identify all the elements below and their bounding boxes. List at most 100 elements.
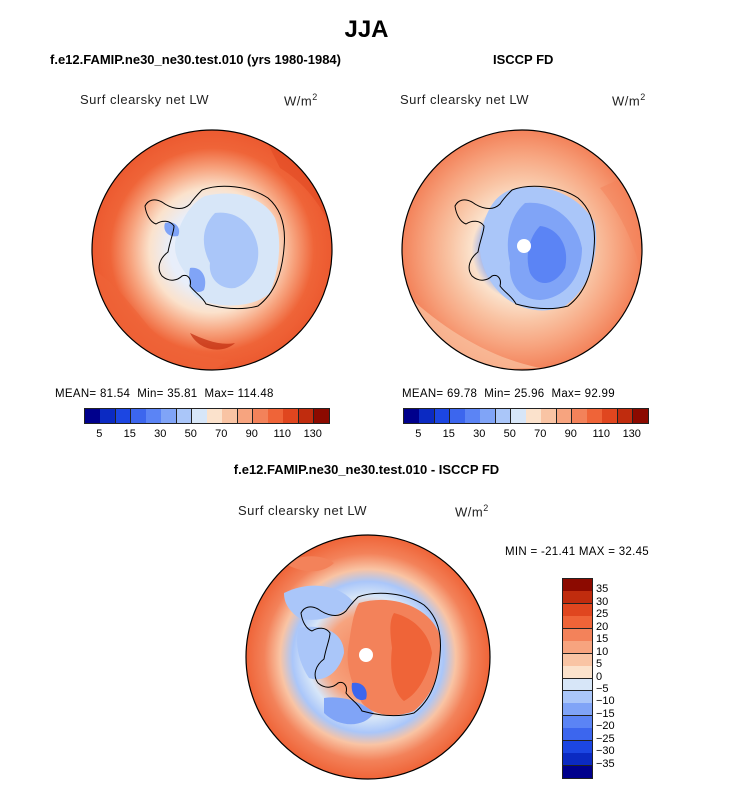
- colorbar-swatch: [563, 666, 592, 679]
- colorbar-swatch: [563, 579, 592, 592]
- colorbar-swatch: [115, 409, 132, 423]
- colorbar-swatch: [404, 409, 420, 423]
- colorbar-tick-label: −30: [596, 745, 615, 758]
- panel-model-colorbar: [84, 408, 330, 424]
- colorbar-tick-label: 25: [596, 608, 609, 621]
- figure-title: JJA: [344, 16, 389, 43]
- colorbar-tick-label: 130: [303, 428, 322, 440]
- colorbar-tick-label: 5: [96, 428, 103, 440]
- colorbar-swatch: [419, 409, 435, 423]
- colorbar-tick-label: 30: [596, 595, 609, 608]
- colorbar-tick-label: 70: [534, 428, 547, 440]
- colorbar-tick-label: 20: [596, 620, 609, 633]
- colorbar-swatch: [298, 409, 315, 423]
- panel-diff-map: [245, 534, 491, 780]
- colorbar-swatch: [465, 409, 481, 423]
- colorbar-swatch: [283, 409, 299, 423]
- colorbar-swatch: [563, 603, 592, 617]
- panel-obs-colorbar-ticks: 5 15 30 50 70 90 110 130: [403, 428, 647, 442]
- colorbar-tick-label: −35: [596, 757, 615, 770]
- colorbar-tick-label: −15: [596, 707, 615, 720]
- colorbar-swatch: [237, 409, 254, 423]
- colorbar-swatch: [480, 409, 496, 423]
- colorbar-tick-label: 35: [596, 583, 609, 596]
- panel-model-units: W/m2: [284, 92, 318, 109]
- colorbar-swatch: [313, 409, 330, 423]
- colorbar-swatch: [495, 409, 512, 423]
- colorbar-tick-label: 90: [564, 428, 577, 440]
- colorbar-tick-label: 5: [415, 428, 422, 440]
- colorbar-tick-label: 30: [154, 428, 167, 440]
- colorbar-swatch: [563, 591, 592, 605]
- colorbar-swatch: [563, 641, 592, 655]
- colorbar-swatch: [571, 409, 588, 423]
- panel-model-colorbar-ticks: 5 15 30 50 70 90 110 130: [84, 428, 328, 442]
- panel-obs-units: W/m2: [612, 92, 646, 109]
- colorbar-tick-label: 70: [215, 428, 228, 440]
- colorbar-swatch: [434, 409, 451, 423]
- colorbar-swatch: [587, 409, 603, 423]
- colorbar-swatch: [252, 409, 269, 423]
- panel-diff-variable: Surf clearsky net LW: [238, 503, 367, 518]
- colorbar-swatch: [563, 653, 592, 667]
- panel-model-title: f.e12.FAMIP.ne30_ne30.test.010 (yrs 1980…: [50, 52, 341, 67]
- panel-diff-title: f.e12.FAMIP.ne30_ne30.test.010 - ISCCP F…: [233, 462, 500, 477]
- colorbar-swatch: [617, 409, 634, 423]
- colorbar-tick-label: 10: [596, 645, 609, 658]
- colorbar-tick-label: −10: [596, 695, 615, 708]
- colorbar-swatch: [541, 409, 557, 423]
- panel-obs-stats: MEAN= 69.78 Min= 25.96 Max= 92.99: [402, 388, 615, 400]
- colorbar-tick-label: 110: [592, 428, 611, 440]
- colorbar-swatch: [602, 409, 618, 423]
- colorbar-tick-label: −5: [596, 682, 609, 695]
- panel-model-stats: MEAN= 81.54 Min= 35.81 Max= 114.48: [55, 388, 274, 400]
- colorbar-swatch: [100, 409, 116, 423]
- colorbar-swatch: [563, 765, 592, 779]
- panel-obs-map: [401, 129, 643, 371]
- colorbar-swatch: [632, 409, 649, 423]
- colorbar-swatch: [563, 740, 592, 754]
- colorbar-swatch: [563, 703, 592, 717]
- colorbar-swatch: [563, 690, 592, 704]
- colorbar-tick-label: −25: [596, 732, 615, 745]
- panel-diff-colorbar: [562, 578, 593, 779]
- colorbar-swatch: [563, 678, 592, 692]
- colorbar-tick-label: 110: [273, 428, 292, 440]
- colorbar-swatch: [563, 616, 592, 630]
- colorbar-swatch: [563, 753, 592, 767]
- colorbar-tick-label: 30: [473, 428, 486, 440]
- panel-model-variable: Surf clearsky net LW: [80, 92, 209, 107]
- panel-obs-variable: Surf clearsky net LW: [400, 92, 529, 107]
- panel-diff-minmax: MIN = -21.41 MAX = 32.45: [505, 546, 649, 558]
- colorbar-swatch: [449, 409, 466, 423]
- colorbar-tick-label: 130: [622, 428, 641, 440]
- colorbar-tick-label: 15: [442, 428, 455, 440]
- colorbar-swatch: [222, 409, 238, 423]
- colorbar-swatch: [268, 409, 284, 423]
- colorbar-swatch: [130, 409, 147, 423]
- colorbar-swatch: [563, 728, 592, 742]
- colorbar-swatch: [176, 409, 193, 423]
- panel-diff-colorbar-ticks: 35 30 25 20 15 10 5 0 −5 −10 −15 −20 −25 −30 −35: [596, 578, 636, 777]
- colorbar-tick-label: 5: [596, 658, 603, 671]
- colorbar-tick-label: 50: [184, 428, 197, 440]
- colorbar-swatch: [85, 409, 101, 423]
- panel-obs-title: ISCCP FD: [493, 52, 554, 67]
- colorbar-swatch: [526, 409, 542, 423]
- colorbar-swatch: [510, 409, 527, 423]
- panel-obs-colorbar: [403, 408, 649, 424]
- colorbar-swatch: [556, 409, 573, 423]
- colorbar-swatch: [563, 628, 592, 642]
- colorbar-swatch: [161, 409, 177, 423]
- panel-diff-units: W/m2: [455, 503, 489, 520]
- colorbar-tick-label: 90: [245, 428, 258, 440]
- colorbar-tick-label: 50: [503, 428, 516, 440]
- colorbar-tick-label: 0: [596, 670, 603, 683]
- panel-model-map: [91, 129, 333, 371]
- colorbar-tick-label: 15: [596, 633, 609, 646]
- colorbar-swatch: [146, 409, 162, 423]
- colorbar-tick-label: 15: [123, 428, 136, 440]
- colorbar-swatch: [207, 409, 223, 423]
- colorbar-swatch: [563, 715, 592, 729]
- colorbar-tick-label: −20: [596, 720, 615, 733]
